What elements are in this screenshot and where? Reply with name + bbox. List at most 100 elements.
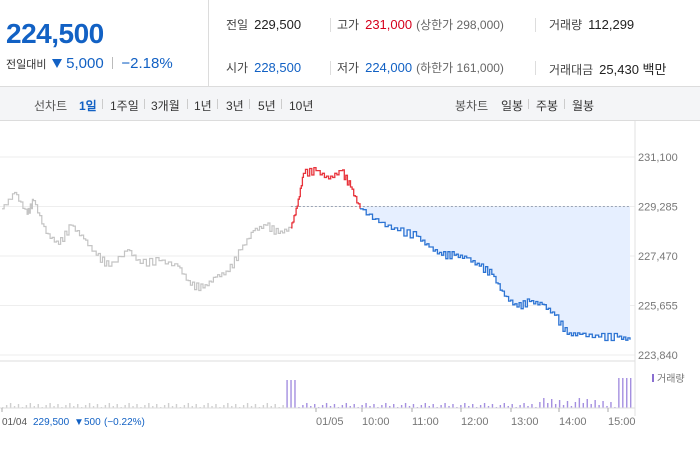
volume-bar [77, 404, 79, 408]
volume-bar [5, 405, 8, 408]
volume-bar [420, 405, 423, 408]
volume-bar [235, 404, 237, 408]
volume-bar [440, 405, 442, 408]
volume-bar [282, 405, 284, 408]
period-1w-tab[interactable]: 1주일 [110, 99, 139, 113]
volume-bar [294, 380, 296, 408]
volume-bar [112, 406, 114, 408]
line-chart-label: 선차트 [34, 99, 68, 113]
volume-bar [428, 406, 430, 408]
volume-legend-label: 거래량 [657, 373, 685, 385]
volume-bar [511, 404, 513, 408]
amount-value: 25,430 백만 [599, 62, 667, 77]
volume-bar [491, 404, 494, 408]
period-3m-tab[interactable]: 3개월 [151, 99, 180, 113]
divider [330, 61, 331, 75]
volume-bar [96, 404, 99, 408]
period-10y-tab[interactable]: 10년 [289, 99, 314, 113]
chart-toolbar: 선차트 1일 1주일 3개월 1년 3년 5년 10년 봉차트 일봉 주봉 월봉 [0, 87, 700, 121]
volume-bar [274, 404, 276, 408]
volume-bar [33, 406, 35, 408]
quote-summary-grid: 전일 229,500 고가 231,000 (상한가 298,000) 거래량 112,… [208, 0, 700, 86]
quote-header: 224,500 전일대비 5,000 −2.18% 전일 229,500 고가 23… [0, 0, 700, 87]
footer-price: 229,500 [33, 417, 70, 428]
period-3y-tab[interactable]: 3년 [226, 99, 244, 113]
volume-bar [156, 404, 158, 408]
volume-bar [341, 405, 344, 408]
volume-bar [369, 406, 371, 408]
volume-bar [483, 403, 486, 408]
volume-bar [29, 403, 32, 408]
volume-bar [183, 405, 186, 408]
period-1d-tab[interactable]: 1일 [79, 99, 97, 113]
volume-bar [144, 405, 146, 408]
period-5y-tab[interactable]: 5년 [258, 99, 276, 113]
volume-bar [373, 404, 375, 408]
volume-bar [594, 400, 596, 408]
volume-bar [586, 399, 588, 408]
price-chart: 231,100 229,285 227,470 225,655 223,840 거래량 … [0, 121, 700, 450]
volume-bar [562, 405, 565, 408]
volume-bar [163, 405, 166, 408]
today-price-line-above [290, 166, 361, 229]
x-tick-label: 13:00 [511, 416, 539, 428]
volume-bar [432, 404, 434, 408]
volume-bar [314, 404, 316, 408]
footer-change: 500 [84, 417, 101, 428]
volume-bar [187, 403, 190, 408]
volume-bar [9, 403, 12, 408]
volume-bar [539, 402, 541, 408]
amount-cell: 거래대금 25,430 백만 [549, 59, 666, 78]
volume-bar [626, 378, 628, 408]
volume-bar [531, 404, 533, 408]
lower-limit: (하한가 161,000) [416, 61, 504, 75]
volume-bar [527, 406, 529, 408]
volume-bar [385, 403, 387, 408]
divider [535, 61, 536, 75]
candle-weekly-tab[interactable]: 주봉 [536, 99, 559, 113]
prev-close-label: 전일 [226, 18, 249, 32]
volume-bar [472, 404, 474, 408]
volume-bar [630, 378, 632, 408]
volume-bar [448, 406, 450, 408]
volume-bar [468, 406, 470, 408]
volume-bar [590, 404, 592, 408]
candle-daily-tab[interactable]: 일봉 [501, 99, 524, 113]
volume-bars [2, 378, 632, 408]
prev-close-value: 229,500 [254, 17, 302, 32]
volume-bar [254, 404, 257, 408]
volume-bar [148, 403, 150, 408]
volume-bar [551, 399, 553, 408]
volume-bar [57, 404, 59, 408]
volume-bar [554, 404, 557, 408]
volume-bar [566, 401, 569, 408]
y-tick-label: 223,840 [638, 350, 678, 362]
volume-bar [602, 401, 604, 408]
volume-bar [171, 406, 174, 408]
volume-bar [464, 403, 466, 408]
high-cell: 고가 231,000 (상한가 298,000) [337, 16, 504, 33]
volume-bar [389, 406, 391, 408]
period-1y-tab[interactable]: 1년 [194, 99, 212, 113]
divider [564, 99, 565, 109]
volume-bar [361, 405, 363, 408]
volume-bar [167, 403, 170, 408]
divider [112, 57, 114, 69]
volume-bar [116, 404, 118, 408]
candle-monthly-tab[interactable]: 월봉 [572, 99, 595, 113]
volume-bar [65, 405, 67, 408]
volume-bar [231, 406, 233, 408]
volume-bar [73, 406, 75, 408]
volume-cell: 거래량 112,299 [549, 16, 634, 33]
volume-bar [250, 406, 253, 408]
x-tick-label: 14:00 [559, 416, 587, 428]
x-axis-ticks: 01/04 01/05 10:00 11:00 12:00 13:00 14:00 15:00 [1, 408, 636, 428]
volume-bar [290, 380, 292, 408]
divider [187, 99, 188, 109]
volume-bar [393, 404, 395, 408]
volume-bar [227, 403, 229, 408]
volume-bar [215, 404, 217, 408]
volume-bar [543, 398, 545, 408]
footer-date: 01/04 [2, 417, 27, 428]
volume-bar [132, 406, 134, 408]
